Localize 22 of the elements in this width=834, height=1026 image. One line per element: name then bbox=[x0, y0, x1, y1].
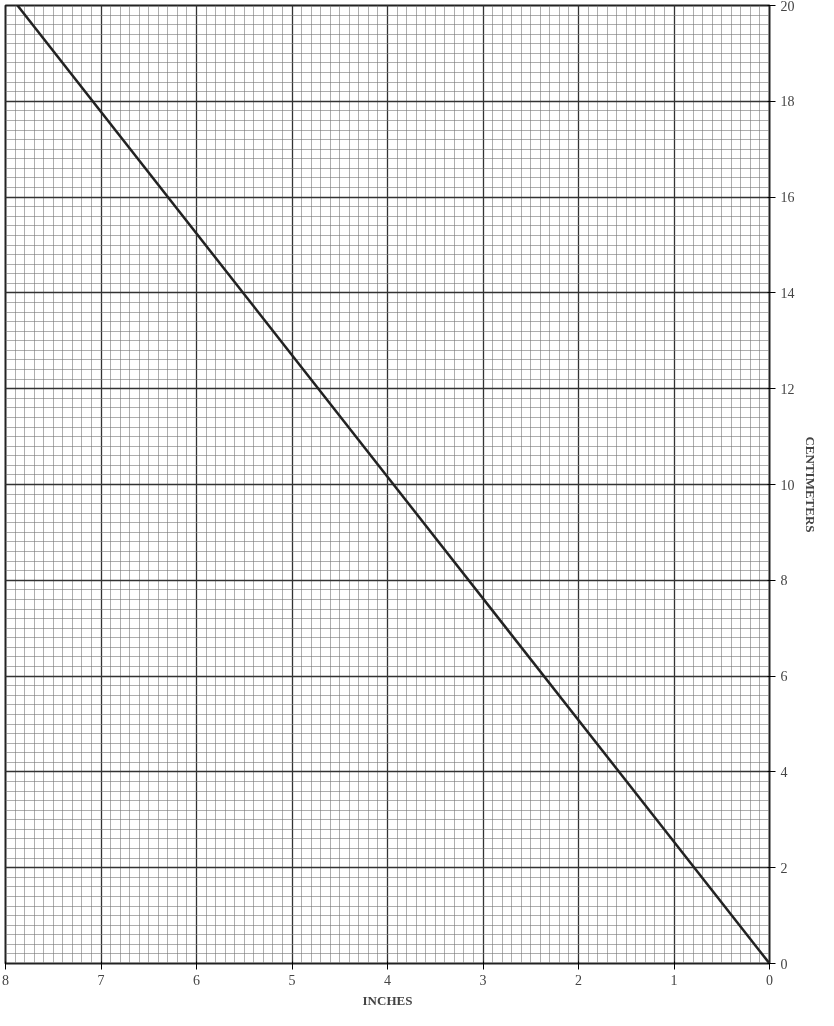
y-tick-label: 20 bbox=[780, 0, 795, 14]
y-tick-label: 12 bbox=[780, 381, 795, 397]
y-tick-label: 4 bbox=[780, 764, 788, 780]
y-tick-label: 18 bbox=[780, 94, 795, 110]
x-tick-label: 0 bbox=[766, 972, 773, 988]
x-tick-label: 8 bbox=[2, 972, 9, 988]
y-tick-label: 8 bbox=[780, 573, 788, 589]
y-tick-label: 0 bbox=[780, 956, 788, 972]
x-tick-label: 7 bbox=[97, 972, 105, 988]
x-tick-label: 5 bbox=[288, 972, 296, 988]
x-tick-label: 6 bbox=[193, 972, 200, 988]
y-tick-label: 2 bbox=[780, 860, 788, 876]
y-tick-label: 16 bbox=[780, 190, 795, 206]
x-tick-label: 1 bbox=[670, 972, 678, 988]
y-tick-label: 6 bbox=[780, 669, 788, 685]
x-axis-title: INCHES bbox=[362, 992, 413, 1008]
y-axis-title: CENTIMETERS bbox=[802, 436, 818, 533]
x-tick-label: 3 bbox=[479, 972, 487, 988]
x-tick-label: 4 bbox=[384, 972, 391, 988]
y-tick-label: 14 bbox=[780, 285, 795, 301]
y-tick-label: 10 bbox=[780, 477, 795, 493]
x-tick-label: 2 bbox=[575, 972, 582, 988]
